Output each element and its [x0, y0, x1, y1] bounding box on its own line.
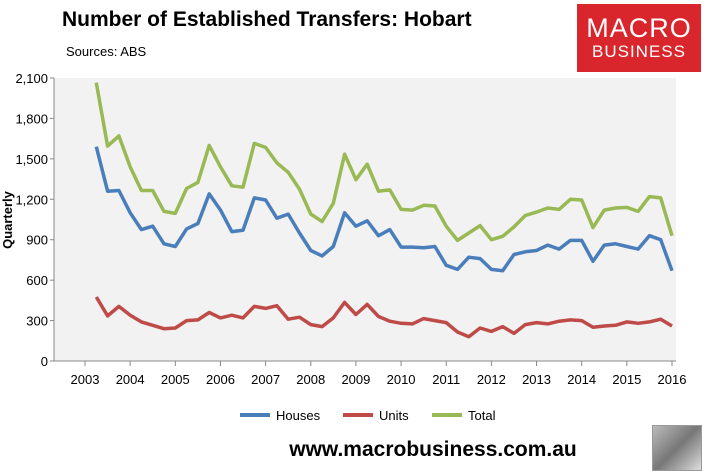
logo-line1: MACRO: [586, 13, 692, 43]
y-tick-label: 2,100: [15, 71, 48, 86]
x-tick-label: 2006: [206, 372, 235, 387]
x-tick-label: 2010: [387, 372, 416, 387]
y-tick-label: 600: [26, 273, 48, 288]
x-tick-label: 2016: [658, 372, 687, 387]
y-tick-label: 0: [41, 354, 48, 369]
x-tick-label: 2009: [341, 372, 370, 387]
website-url: www.macrobusiness.com.au: [289, 438, 577, 461]
chart-title: Number of Established Transfers: Hobart: [62, 8, 472, 31]
x-tick-label: 2007: [251, 372, 280, 387]
series-line-houses: [94, 146, 674, 273]
series-line-total: [94, 82, 674, 243]
x-tick-label: 2005: [161, 372, 190, 387]
plot-background: [54, 78, 676, 361]
x-tick-label: 2012: [477, 372, 506, 387]
y-tick-label: 1,800: [15, 111, 48, 126]
x-tick-label: 2004: [116, 372, 145, 387]
wolf-logo-image: [652, 425, 702, 471]
x-tick-label: 2003: [71, 372, 100, 387]
y-tick-label: 1,500: [15, 152, 48, 167]
line-chart: 0 300 600 900 1,200 1,500 1,800 2,100 2003 2004 20…: [0, 71, 687, 423]
source-note: Sources: ABS: [66, 44, 147, 59]
y-tick-label: 1,200: [15, 192, 48, 207]
legend-label-units: Units: [379, 408, 409, 423]
y-tick-label: 900: [26, 233, 48, 248]
x-tick-label: 2015: [612, 372, 641, 387]
x-tick-label: 2011: [432, 372, 460, 387]
x-tick-label: 2013: [522, 372, 551, 387]
y-axis-label: Quarterly: [0, 190, 15, 249]
logo-line2: BUSINESS: [592, 42, 686, 61]
macrobusiness-logo: MACRO BUSINESS: [577, 4, 701, 72]
series-line-units: [94, 296, 673, 339]
x-tick-label: 2014: [567, 372, 596, 387]
legend-label-houses: Houses: [276, 408, 321, 423]
y-tick-label: 300: [26, 314, 48, 329]
legend-label-total: Total: [468, 408, 496, 423]
x-tick-label: 2008: [296, 372, 325, 387]
